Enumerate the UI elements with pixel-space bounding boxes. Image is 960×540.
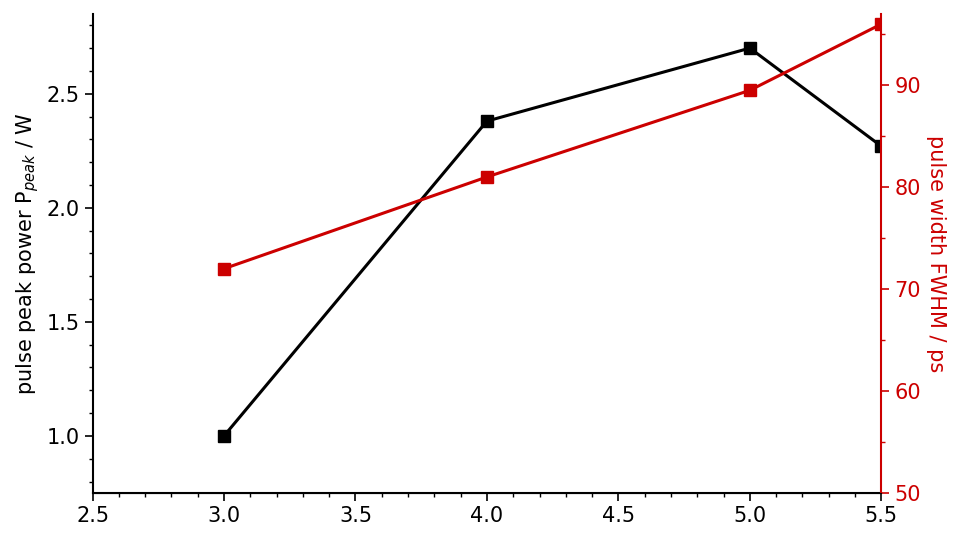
Y-axis label: pulse width FWHM / ps: pulse width FWHM / ps — [926, 135, 947, 372]
Y-axis label: pulse peak power P$_{peak}$ / W: pulse peak power P$_{peak}$ / W — [13, 112, 40, 395]
